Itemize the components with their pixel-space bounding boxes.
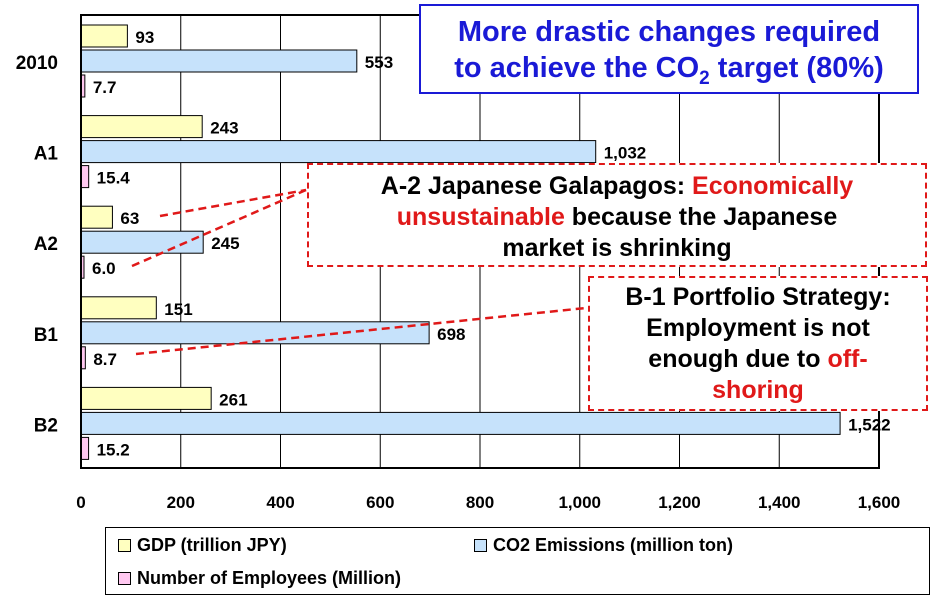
callout-a2-line3: market is shrinking xyxy=(502,234,732,262)
callout-b1-portfolio: B-1 Portfolio Strategy: Employment is no… xyxy=(588,276,928,411)
bar-co2 xyxy=(80,140,597,164)
x-tick-label: 800 xyxy=(466,493,494,512)
x-tick-label: 200 xyxy=(167,493,195,512)
callout-top-line2: to achieve the CO2 target (80%) xyxy=(454,52,884,89)
bar-gdp xyxy=(80,115,203,139)
legend-item-gdp: GDP (trillion JPY) xyxy=(118,535,287,556)
data-label-co2: 245 xyxy=(211,234,239,253)
data-label-employees: 15.2 xyxy=(97,440,130,459)
category-label: A2 xyxy=(34,234,58,255)
bar-co2 xyxy=(80,321,430,345)
category-labels: 2010 A1 A2 B1 B2 xyxy=(16,53,59,436)
x-tick-label: 400 xyxy=(266,493,294,512)
x-tick-label: 600 xyxy=(366,493,394,512)
data-label-co2: 553 xyxy=(365,53,393,72)
legend-label-co2: CO2 Emissions (million ton) xyxy=(493,535,734,555)
callout-co2-target: More drastic changes required to achieve… xyxy=(419,4,919,94)
legend-swatch-co2 xyxy=(474,539,487,552)
value-labels: 93 553 7.7 243 1,032 15.4 63 245 6.0 151 698 8.7 261… xyxy=(92,28,891,459)
data-label-co2: 1,522 xyxy=(848,415,891,434)
x-tick-label: 0 xyxy=(76,493,85,512)
data-label-gdp: 63 xyxy=(120,209,139,228)
x-tick-label: 1,400 xyxy=(758,493,801,512)
tick-labels: 0 200 400 600 800 1,000 1,200 1,400 1,600 xyxy=(76,493,900,512)
callout-a2-line1: A-2 Japanese Galapagos: Economically xyxy=(380,172,854,200)
data-label-gdp: 151 xyxy=(164,300,192,319)
callout-leader-line xyxy=(135,306,587,356)
callout-a2-galapagos: A-2 Japanese Galapagos: Economically uns… xyxy=(307,163,927,267)
callout-a2-line2: unsustainable because the Japanese xyxy=(396,203,838,231)
bars xyxy=(80,24,841,460)
data-label-gdp: 243 xyxy=(210,119,238,138)
category-label: B2 xyxy=(34,415,58,436)
data-label-gdp: 261 xyxy=(219,390,247,409)
callout-b1-line3: enough due to off- xyxy=(648,345,868,373)
data-label-gdp: 93 xyxy=(135,28,154,47)
data-label-employees: 7.7 xyxy=(93,78,117,97)
data-label-employees: 15.4 xyxy=(97,169,131,188)
bar-employees xyxy=(80,436,90,460)
x-tick-label: 1,600 xyxy=(858,493,901,512)
callout-leader-line xyxy=(159,188,307,218)
legend-swatch-gdp xyxy=(118,539,131,552)
x-tick-label: 1,000 xyxy=(558,493,601,512)
legend-item-employees: Number of Employees (Million) xyxy=(118,568,401,589)
bar-co2 xyxy=(80,49,358,73)
bar-gdp xyxy=(80,296,157,320)
data-label-employees: 6.0 xyxy=(92,259,116,278)
callout-leader-lines xyxy=(131,188,587,356)
category-label: B1 xyxy=(34,325,59,346)
callout-top-line1: More drastic changes required xyxy=(457,16,881,48)
callout-b1-line2: Employment is not xyxy=(646,314,870,342)
x-tick-label: 1,200 xyxy=(658,493,701,512)
legend-label-employees: Number of Employees (Million) xyxy=(137,568,402,588)
bar-gdp xyxy=(80,24,128,48)
callout-leader-line xyxy=(131,188,307,268)
bar-employees xyxy=(80,165,90,189)
legend-swatch-employees xyxy=(118,572,131,585)
callout-b1-line4: shoring xyxy=(712,376,804,404)
bar-co2 xyxy=(80,411,841,435)
bar-gdp xyxy=(80,205,113,229)
data-label-employees: 8.7 xyxy=(93,350,117,369)
legend: GDP (trillion JPY) CO2 Emissions (millio… xyxy=(105,527,930,595)
legend-item-co2: CO2 Emissions (million ton) xyxy=(474,535,733,556)
legend-label-gdp: GDP (trillion JPY) xyxy=(137,535,287,555)
bar-gdp xyxy=(80,386,212,410)
category-label: A1 xyxy=(34,144,59,165)
data-label-co2: 1,032 xyxy=(604,144,647,163)
category-label: 2010 xyxy=(16,53,58,74)
data-label-co2: 698 xyxy=(437,325,465,344)
callout-b1-line1: B-1 Portfolio Strategy: xyxy=(625,283,891,311)
